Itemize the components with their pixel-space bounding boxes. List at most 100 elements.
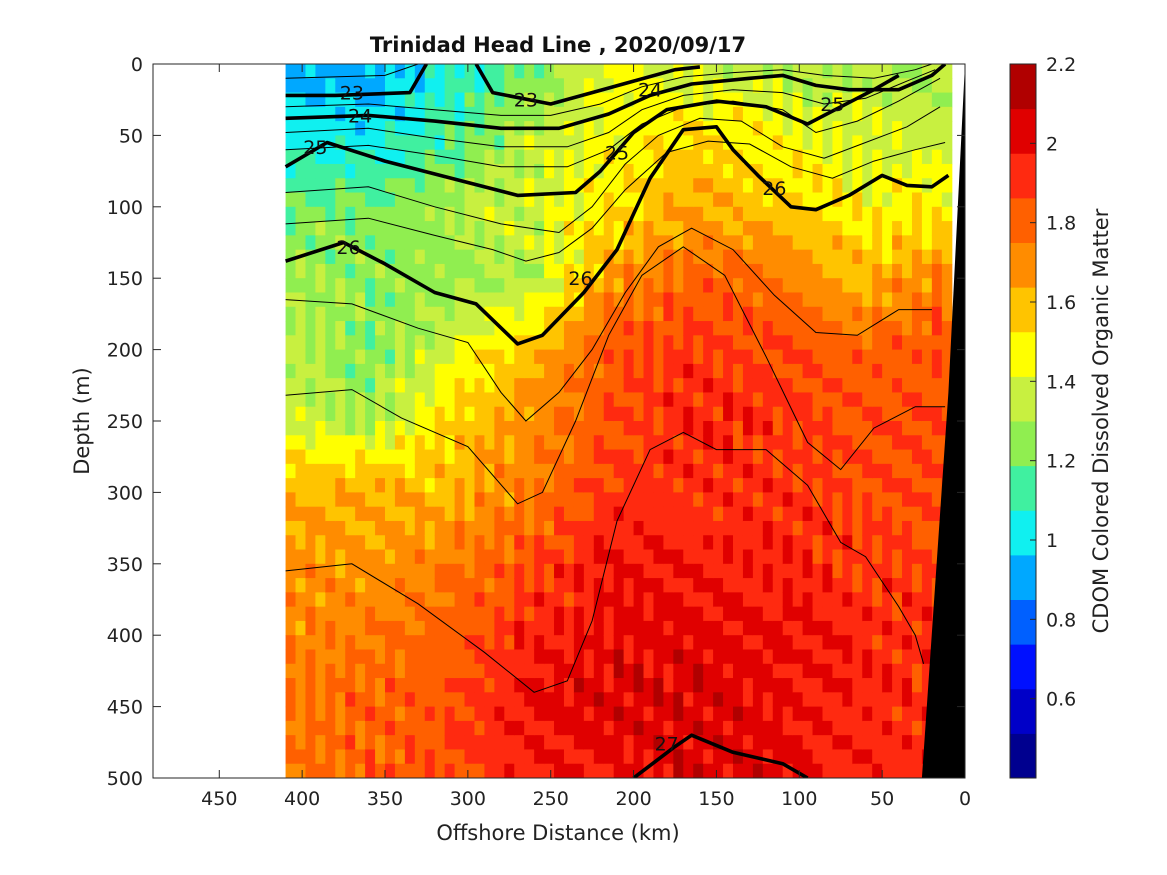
field-cell (742, 478, 754, 493)
field-cell (335, 692, 346, 708)
field-cell (911, 606, 923, 622)
field-cell (683, 149, 694, 165)
field-cell (623, 249, 635, 265)
field-cell (404, 463, 416, 479)
field-cell (434, 678, 446, 693)
field-cell (494, 206, 505, 222)
field-cell (852, 678, 863, 693)
field-cell (663, 406, 674, 422)
field-cell (723, 406, 734, 422)
field-cell (782, 378, 794, 394)
field-cell (504, 478, 515, 493)
field-cell (335, 421, 346, 436)
field-cell (623, 720, 635, 736)
field-cell (822, 478, 834, 493)
field-cell (285, 278, 297, 294)
field-cell (832, 463, 843, 479)
field-cell (375, 463, 386, 479)
field-cell (414, 463, 426, 479)
field-cell (822, 578, 834, 593)
field-cell (872, 306, 883, 322)
field-cell (524, 606, 535, 622)
field-cell (345, 378, 356, 394)
field-cell (285, 149, 297, 165)
field-cell (931, 178, 943, 194)
field-cell (931, 263, 943, 279)
field-cell (593, 435, 605, 451)
field-cell (603, 221, 615, 236)
field-cell (365, 606, 376, 622)
field-cell (842, 406, 853, 422)
field-cell (305, 78, 316, 94)
field-cell (603, 192, 615, 208)
field-cell (375, 421, 386, 436)
field-cell (603, 663, 615, 679)
field-cell (733, 349, 744, 365)
field-cell (524, 235, 535, 251)
field-cell (822, 249, 834, 265)
field-cell (782, 478, 794, 493)
field-cell (295, 563, 307, 579)
field-cell (752, 735, 764, 751)
field-cell (902, 321, 913, 336)
field-cell (613, 121, 625, 136)
field-cell (573, 435, 585, 451)
field-cell (703, 263, 714, 279)
field-cell (544, 606, 555, 622)
field-cell (693, 763, 704, 778)
field-cell (772, 478, 784, 493)
field-cell (802, 706, 814, 722)
field-cell (305, 635, 316, 651)
field-cell (872, 649, 883, 665)
field-cell (782, 592, 794, 608)
field-cell (832, 592, 843, 608)
field-cell (921, 563, 933, 579)
field-cell (842, 192, 853, 208)
field-cell (404, 378, 416, 394)
field-cell (782, 763, 794, 778)
density-contour-25 (284, 73, 900, 198)
field-cell (742, 92, 754, 108)
field-cell (653, 392, 664, 408)
field-cell (723, 263, 734, 279)
field-cell (305, 392, 316, 408)
field-cell (613, 649, 625, 665)
field-cell (454, 492, 466, 508)
field-cell (484, 192, 495, 208)
field-cell (593, 349, 605, 365)
field-cell (663, 735, 674, 751)
field-cell (534, 492, 545, 508)
field-cell (305, 535, 316, 551)
field-cell (842, 349, 853, 365)
field-cell (464, 92, 476, 108)
field-cell (583, 163, 595, 179)
field-cell (892, 549, 903, 565)
field-cell (355, 163, 366, 179)
field-cell (613, 706, 625, 722)
field-cell (693, 649, 704, 665)
field-cell (375, 321, 386, 336)
field-cell (703, 363, 714, 379)
field-cell (414, 406, 426, 422)
field-cell (643, 349, 655, 365)
field-cell (563, 106, 575, 122)
field-cell (375, 478, 386, 493)
field-cell (424, 520, 436, 536)
field-cell (394, 678, 406, 693)
field-cell (613, 720, 625, 736)
field-cell (504, 321, 515, 336)
field-cell (832, 578, 843, 593)
field-cell (534, 578, 545, 593)
field-cell (852, 292, 863, 308)
field-cell (882, 278, 893, 294)
field-cell (752, 263, 764, 279)
field-cell (852, 335, 863, 351)
field-cell (633, 135, 645, 151)
field-cell (842, 135, 853, 151)
field-cell (404, 421, 416, 436)
field-cell (822, 135, 834, 151)
field-cell (315, 163, 326, 179)
field-cell (454, 678, 466, 693)
field-cell (633, 163, 645, 179)
